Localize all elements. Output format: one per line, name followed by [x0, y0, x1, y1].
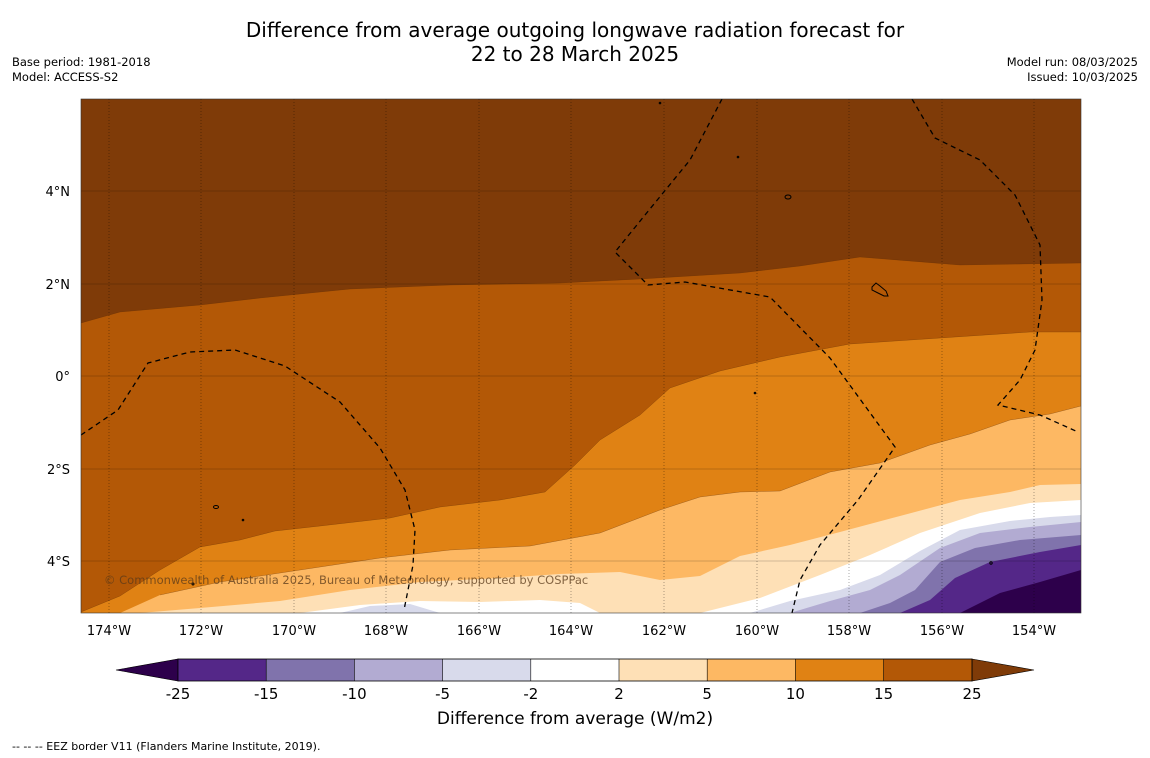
colorbar-left-extension [115, 658, 179, 682]
lat-label-2n: 2°N [46, 278, 71, 293]
model-run-text: Model run: 08/03/2025 [1006, 55, 1138, 69]
lat-gridlines [81, 190, 1081, 562]
lon-label-156w: 156°W [920, 624, 964, 639]
colorbar-tick: 10 [786, 685, 805, 700]
colorbar-tick: -10 [342, 685, 367, 700]
colorbar-segment [530, 659, 619, 681]
colorbar-right-extension [971, 658, 1035, 682]
lon-label-158w: 158°W [827, 624, 871, 639]
lon-label-154w: 154°W [1012, 624, 1056, 639]
colorbar-tick: -25 [166, 685, 191, 700]
colorbar-segment [707, 659, 796, 681]
meta-left: Base period: 1981-2018 Model: ACCESS-S2 [12, 55, 151, 85]
issued-text: Issued: 10/03/2025 [1027, 70, 1138, 84]
colorbar-segment [266, 659, 355, 681]
colorbar-tick: 25 [962, 685, 981, 700]
model-text: Model: ACCESS-S2 [12, 70, 119, 84]
lon-label-160w: 160°W [735, 624, 779, 639]
lon-label-166w: 166°W [457, 624, 501, 639]
eez-footnote: -- -- -- EEZ border V11 (Flanders Marine… [12, 740, 321, 753]
lon-label-164w: 164°W [549, 624, 593, 639]
colorbar: -25 -15 -10 -5 -2 2 5 10 15 25 [115, 658, 1035, 700]
map-figure: © Commonwealth of Australia 2025, Bureau… [46, 98, 1082, 700]
contour-field: © Commonwealth of Australia 2025, Bureau… [81, 99, 1081, 613]
lon-label-172w: 172°W [179, 624, 223, 639]
lat-label-2s: 2°S [47, 463, 70, 478]
copyright-watermark: © Commonwealth of Australia 2025, Bureau… [104, 573, 588, 587]
lon-label-162w: 162°W [642, 624, 686, 639]
lon-label-170w: 170°W [272, 624, 316, 639]
lat-label-4s: 4°S [47, 555, 70, 570]
islands [191, 101, 993, 586]
band-below-minus25 [960, 570, 1081, 613]
colorbar-segment [619, 659, 708, 681]
map-frame [80, 98, 1082, 614]
title-line-1: Difference from average outgoing longwav… [245, 18, 905, 42]
lon-label-174w: 174°W [87, 624, 131, 639]
colorbar-tick: -2 [523, 685, 538, 700]
lat-label-4n: 4°N [46, 185, 71, 200]
base-period-text: Base period: 1981-2018 [12, 55, 151, 69]
colorbar-segment [795, 659, 884, 681]
meta-right: Model run: 08/03/2025 Issued: 10/03/2025 [1007, 55, 1138, 85]
colorbar-tick: -15 [254, 685, 279, 700]
lon-label-168w: 168°W [364, 624, 408, 639]
colorbar-segment [883, 659, 972, 681]
colorbar-tick: -5 [435, 685, 450, 700]
colorbar-segment [442, 659, 531, 681]
colorbar-label: Difference from average (W/m2) [436, 709, 714, 729]
chart-title: Difference from average outgoing longwav… [0, 18, 1150, 66]
colorbar-segment [178, 659, 267, 681]
colorbar-tick: 2 [614, 685, 624, 700]
colorbar-tick: 15 [874, 685, 893, 700]
colorbar-segment [354, 659, 443, 681]
colorbar-tick: 5 [702, 685, 712, 700]
title-line-2: 22 to 28 March 2025 [470, 42, 680, 66]
lat-label-0: 0° [55, 370, 70, 385]
eez-borders [81, 99, 1079, 613]
